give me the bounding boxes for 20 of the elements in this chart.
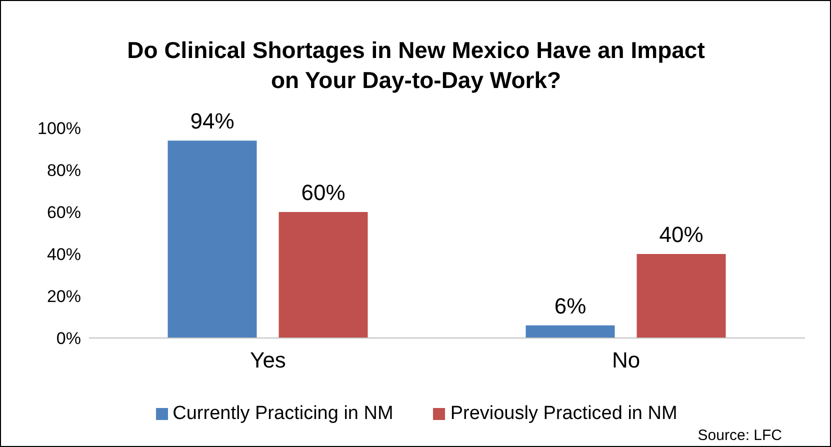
y-tick-label: 80% (46, 161, 81, 180)
x-tick-label: No (612, 348, 640, 373)
y-tick-label: 60% (46, 203, 81, 222)
bar (526, 325, 615, 338)
bar (278, 212, 368, 338)
bar (168, 140, 257, 338)
y-tick-label: 0% (56, 329, 81, 348)
source-note: Source: LFC (698, 427, 782, 444)
data-label: 40% (659, 222, 704, 247)
data-label: 94% (190, 108, 234, 134)
x-tick-label: Yes (250, 348, 286, 373)
data-label: 60% (301, 180, 346, 205)
y-tick-label: 20% (46, 287, 81, 306)
data-label: 6% (554, 293, 586, 318)
legend-label: Currently Practicing in NM (172, 403, 394, 425)
bar (636, 254, 726, 338)
y-tick-label: 40% (46, 245, 81, 264)
chart-title: Do Clinical Shortages in New Mexico Have an Impact on Your Day-to-Day Work? (126, 36, 706, 95)
y-tick-label: 100% (38, 119, 81, 138)
legend-label: Previously Practiced in NM (450, 403, 678, 425)
